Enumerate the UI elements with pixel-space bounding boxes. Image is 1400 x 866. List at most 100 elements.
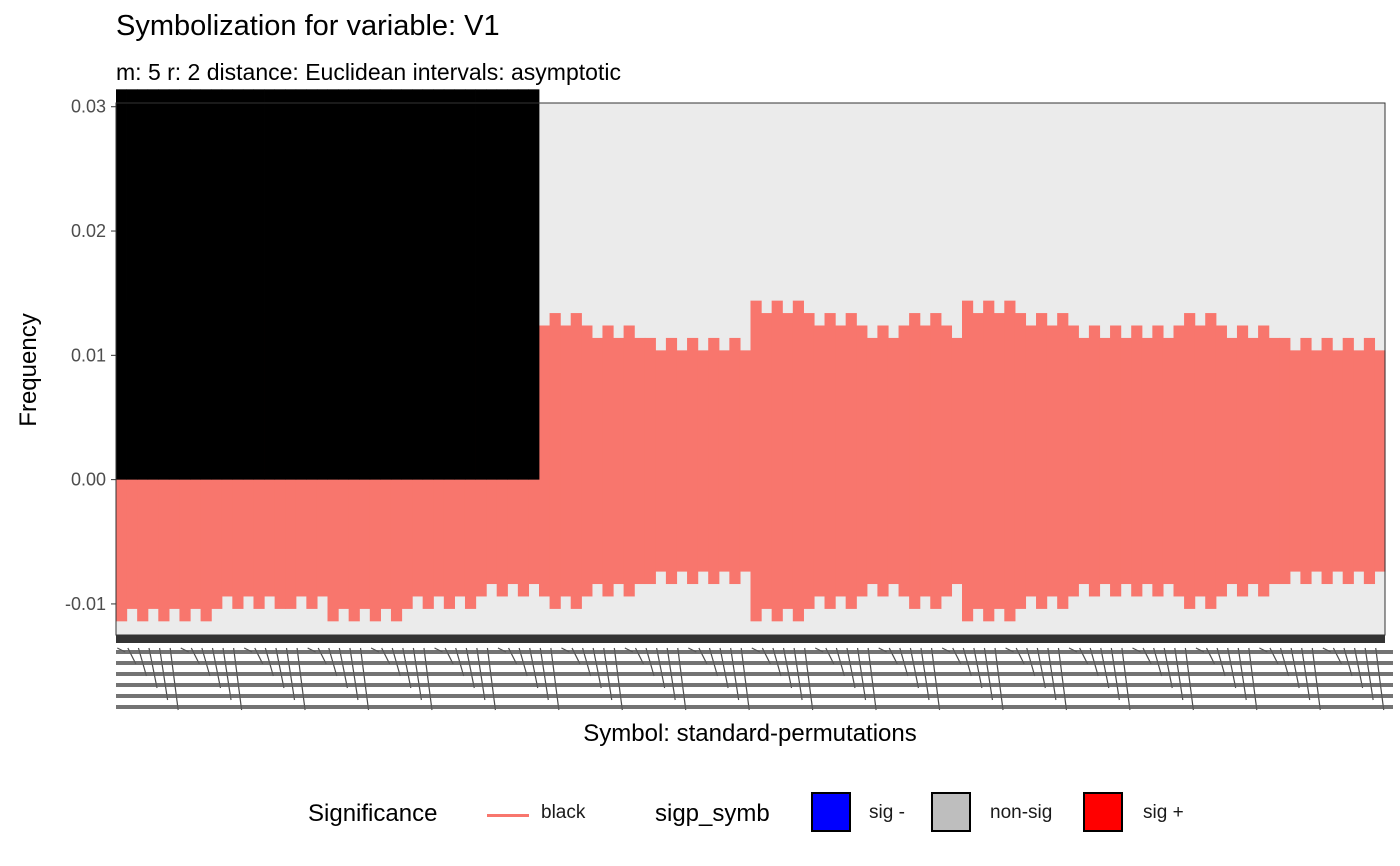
- interval-segment: [993, 313, 1005, 609]
- chart-title: Symbolization for variable: V1: [116, 10, 500, 42]
- x-tick-label: [1057, 647, 1068, 711]
- y-tick-label: -0.01: [65, 594, 106, 614]
- y-tick-label: 0.03: [71, 97, 106, 117]
- x-tick-label: [1184, 647, 1194, 711]
- x-tick-label-band: [116, 672, 1393, 676]
- x-tick-label: [1311, 647, 1321, 711]
- x-tick-label: [1121, 647, 1131, 711]
- x-tick-label: [867, 647, 877, 711]
- interval-segment: [570, 313, 582, 609]
- interval-segment: [1310, 350, 1323, 572]
- interval-segment: [1247, 337, 1259, 585]
- bar: [126, 89, 138, 480]
- x-tick-label: [1163, 647, 1173, 689]
- interval-segment: [792, 300, 804, 622]
- bar: [380, 89, 392, 480]
- interval-segment: [1004, 300, 1016, 622]
- interval-segment: [1363, 337, 1376, 585]
- x-tick-label: [1290, 647, 1300, 689]
- interval-segment: [634, 337, 646, 585]
- interval-segment: [909, 313, 921, 609]
- interval-segment: [1057, 313, 1069, 609]
- interval-segment: [729, 337, 741, 585]
- plot-area: -0.01 0.00 0.01 0.02 0.03 Frequency Symbol: …: [15, 89, 1393, 747]
- interval-segment: [1046, 325, 1058, 597]
- x-tick-label: [211, 647, 222, 689]
- interval-segment: [1078, 337, 1090, 585]
- bar: [316, 89, 328, 480]
- interval-segment: [1374, 350, 1386, 572]
- x-tick-label-band: [116, 705, 1393, 709]
- bar: [443, 89, 455, 480]
- interval-segment: [1152, 325, 1164, 597]
- interval-segment: [1025, 325, 1037, 597]
- y-tick-label: 0.02: [71, 221, 106, 241]
- interval-segment: [951, 337, 963, 585]
- x-tick-label: [656, 647, 666, 689]
- bar: [295, 89, 307, 480]
- bar: [412, 89, 424, 480]
- bar: [338, 89, 350, 480]
- interval-segment: [1268, 337, 1280, 585]
- interval-segment: [782, 313, 794, 609]
- x-tick-label: [846, 647, 856, 689]
- x-tick-label: [1100, 647, 1110, 689]
- x-tick-label: [804, 647, 814, 711]
- legend-label-sig-minus: sig -: [869, 802, 905, 823]
- interval-segment: [1120, 337, 1132, 585]
- x-tick-label: [359, 647, 370, 711]
- bar: [359, 89, 371, 480]
- x-tick-label: [529, 647, 539, 689]
- legend-label-non-sig: non-sig: [990, 802, 1053, 823]
- interval-segment: [655, 350, 667, 572]
- interval-segment: [1353, 350, 1365, 572]
- x-tick-label: [592, 647, 602, 689]
- interval-segment: [708, 337, 720, 585]
- chart-subtitle: m: 5 r: 2 distance: Euclidean intervals:…: [116, 59, 621, 85]
- x-tick-label: [486, 647, 497, 711]
- interval-segment: [930, 313, 942, 609]
- bar: [528, 89, 540, 480]
- bar: [285, 89, 297, 480]
- bar: [211, 89, 223, 480]
- bar: [486, 89, 498, 480]
- bar: [327, 89, 339, 480]
- interval-segment: [887, 337, 900, 585]
- x-tick-label: [550, 647, 560, 711]
- legend-key-sig-plus: [1083, 792, 1123, 832]
- bar: [464, 89, 476, 480]
- interval-segment: [1236, 325, 1249, 597]
- bar: [158, 89, 170, 480]
- bar: [507, 89, 519, 480]
- interval-segment: [687, 337, 699, 585]
- x-axis-label: Symbol: standard-permutations: [583, 720, 917, 747]
- interval-segment: [761, 313, 773, 609]
- x-tick-label: [402, 647, 412, 689]
- interval-segment: [866, 337, 878, 585]
- interval-segment: [549, 313, 561, 609]
- interval-segment: [581, 325, 593, 597]
- interval-segment: [1194, 325, 1206, 597]
- interval-segment: [1215, 325, 1227, 597]
- bar: [253, 89, 265, 480]
- legend-key-line: [487, 814, 529, 817]
- x-tick-label: [909, 647, 920, 689]
- bar: [390, 89, 402, 480]
- interval-segment: [1300, 337, 1312, 585]
- interval-segment: [602, 325, 614, 597]
- bar: [475, 89, 487, 480]
- legend-title-sigp-symb: sigp_symb: [655, 800, 770, 827]
- x-tick-label: [296, 647, 306, 711]
- interval-segment: [613, 337, 625, 585]
- x-tick-label: [1227, 647, 1237, 689]
- bar: [496, 89, 508, 480]
- interval-segment: [591, 337, 604, 585]
- x-tick-label: [233, 647, 243, 711]
- x-tick-label-band: [116, 694, 1393, 698]
- bar: [454, 89, 466, 480]
- x-tick-label: [169, 647, 179, 711]
- x-tick-label: [423, 647, 433, 711]
- interval-segment: [623, 325, 635, 597]
- x-tick-label: [148, 647, 158, 689]
